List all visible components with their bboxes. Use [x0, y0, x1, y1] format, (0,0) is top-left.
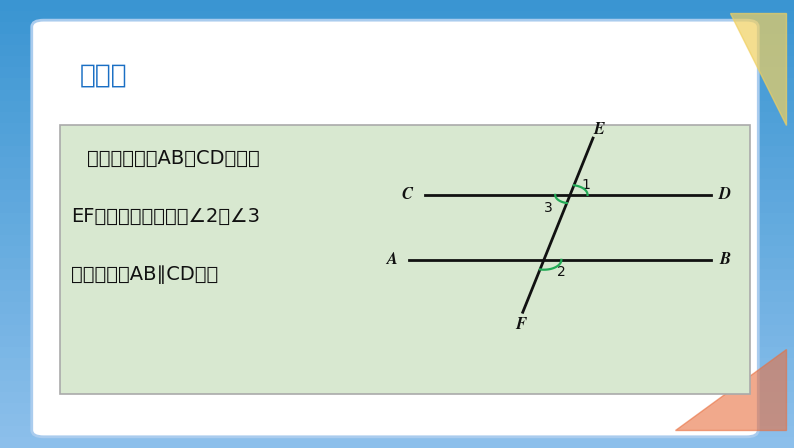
Bar [0, 34, 794, 45]
Bar [0, 146, 794, 157]
Text: B: B [719, 252, 730, 268]
Bar [0, 157, 794, 168]
Bar [0, 202, 794, 213]
Text: D: D [719, 187, 731, 203]
FancyBboxPatch shape [32, 20, 758, 437]
Bar [0, 11, 794, 22]
Bar [0, 403, 794, 414]
Text: 2: 2 [557, 265, 566, 280]
Bar [0, 280, 794, 291]
Bar [0, 392, 794, 403]
Text: 问题：: 问题： [79, 63, 127, 89]
Bar [0, 190, 794, 202]
Bar [0, 235, 794, 246]
Text: 3: 3 [543, 201, 553, 215]
Text: E: E [594, 122, 605, 138]
Text: 相等，那么AB∥CD吗？: 相等，那么AB∥CD吗？ [71, 265, 218, 284]
Bar [0, 78, 794, 90]
Bar [0, 370, 794, 381]
Polygon shape [675, 349, 786, 430]
Bar [0, 381, 794, 392]
Bar [0, 179, 794, 190]
Bar [0, 56, 794, 67]
Text: EF所截，如果内错角∠2与∠3: EF所截，如果内错角∠2与∠3 [71, 207, 260, 226]
Bar [0, 112, 794, 123]
Bar [0, 213, 794, 224]
Bar [0, 291, 794, 302]
Bar [0, 168, 794, 179]
Text: 如图，直线AB，CD被直线: 如图，直线AB，CD被直线 [87, 149, 260, 168]
Text: A: A [386, 252, 397, 268]
Text: C: C [402, 187, 413, 203]
Bar [0, 358, 794, 370]
Bar [0, 123, 794, 134]
Bar [0, 258, 794, 269]
Text: 1: 1 [581, 178, 591, 192]
Bar [0, 134, 794, 146]
Bar [0, 314, 794, 325]
Bar [0, 22, 794, 34]
Bar [0, 437, 794, 448]
Bar [0, 336, 794, 347]
Bar [0, 101, 794, 112]
Bar [0, 426, 794, 437]
Bar [0, 347, 794, 358]
Polygon shape [730, 13, 786, 125]
Bar [0, 90, 794, 101]
Bar [0, 0, 794, 11]
Bar [0, 269, 794, 280]
Text: F: F [515, 317, 526, 333]
Bar [0, 246, 794, 258]
Bar [0, 45, 794, 56]
Bar [0, 414, 794, 426]
Bar [0, 325, 794, 336]
Bar [0, 224, 794, 235]
Bar [0, 67, 794, 78]
Bar [0, 302, 794, 314]
FancyBboxPatch shape [60, 125, 750, 394]
